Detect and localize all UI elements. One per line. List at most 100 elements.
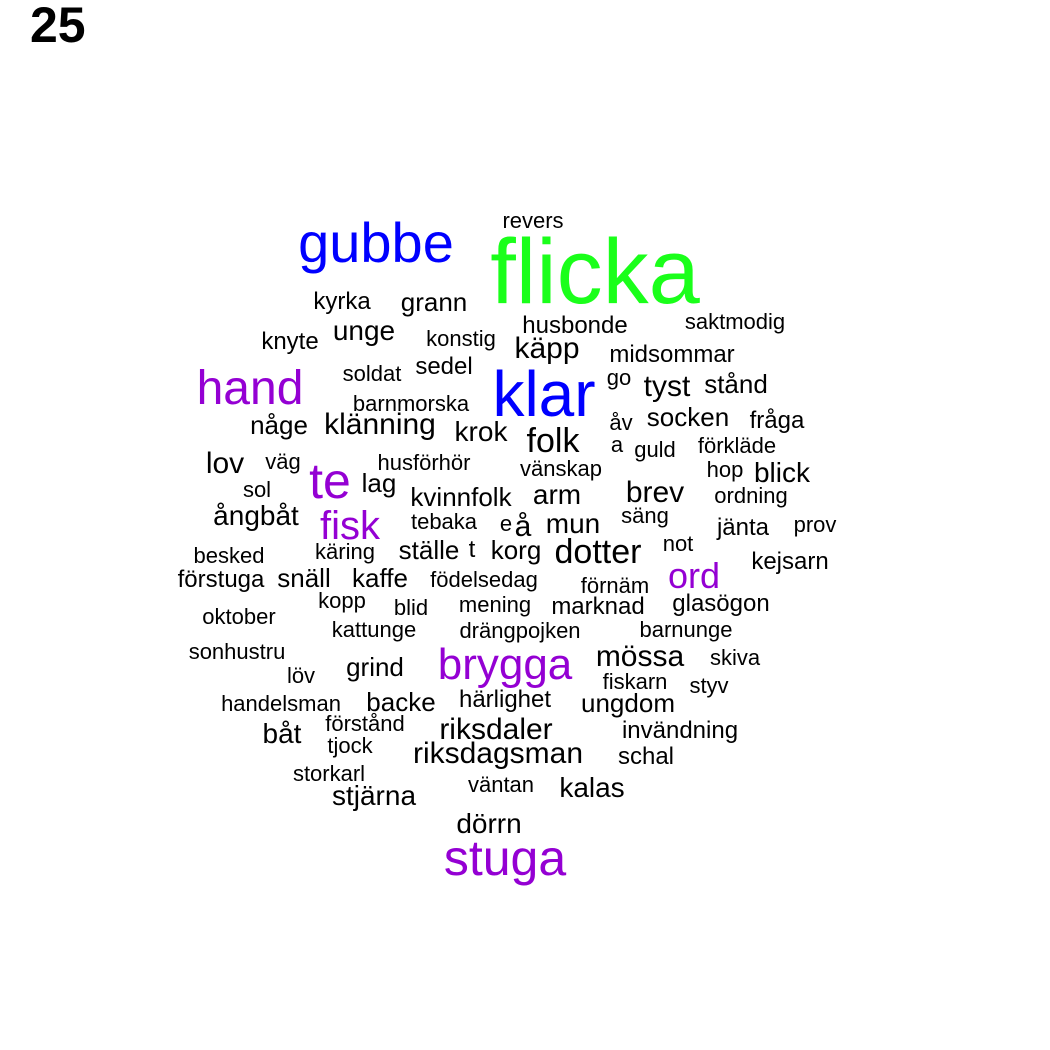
cloud-word: ordning [714,483,787,508]
cloud-word: vänskap [520,456,602,481]
cloud-word: förkläde [698,433,776,458]
cloud-word: drängpojken [459,618,580,643]
cloud-word: krok [455,416,509,447]
cloud-word: backe [366,687,435,717]
cloud-word: tebaka [411,509,478,534]
cloud-word: te [309,453,351,509]
cloud-word: besked [194,543,265,568]
cloud-word: förstuga [178,566,265,593]
cloud-word: mössa [596,640,685,673]
cloud-word: storkarl [293,761,365,786]
cloud-word: dörrn [456,808,521,839]
cloud-word: barnunge [640,617,733,642]
cloud-word: klänning [324,408,436,441]
cloud-word: fiskarn [603,669,668,694]
page-number: 25 [30,0,86,53]
cloud-word: arm [533,479,581,510]
cloud-word: väg [265,449,300,474]
cloud-word: grind [346,652,404,682]
cloud-word: blick [754,457,811,488]
cloud-word: dotter [555,533,642,571]
cloud-word: fisk [320,504,381,548]
cloud-word: flicka [490,221,700,323]
cloud-word: glasögon [672,590,769,617]
cloud-word: sol [243,477,271,502]
cloud-word: snäll [277,563,330,593]
cloud-word: korg [491,535,542,565]
cloud-word: go [607,365,631,390]
cloud-word: marknad [551,593,644,620]
cloud-word: mun [546,508,600,539]
cloud-word: jänta [716,514,770,541]
cloud-word: unge [333,315,395,346]
cloud-word: e [500,511,512,536]
cloud-word: lov [206,447,244,480]
cloud-word: kattunge [332,617,416,642]
cloud-word: brev [626,476,684,509]
cloud-word: ungdom [581,688,675,718]
cloud-word: soldat [343,361,402,386]
cloud-word: lag [362,468,397,498]
cloud-word: å [515,510,532,543]
cloud-word: guld [634,437,676,462]
cloud-word: stuga [444,830,567,886]
cloud-word: a [611,432,624,457]
cloud-word: tjock [327,733,373,758]
cloud-word: sonhustru [189,639,286,664]
cloud-word: ställe [399,535,460,565]
cloud-word: tyst [644,370,691,403]
cloud-word: säng [621,503,669,528]
cloud-word: riksdaler [439,713,552,746]
cloud-word: någe [250,410,308,440]
cloud-word: stånd [704,369,768,399]
cloud-word: styv [689,673,728,698]
cloud-word: stjärna [332,780,416,811]
cloud-word: husförhör [378,450,471,475]
cloud-word: väntan [468,772,534,797]
cloud-word: fråga [750,407,805,434]
cloud-word: kaffe [352,563,408,593]
cloud-word: kejsarn [751,548,828,575]
cloud-word: revers [502,208,563,233]
cloud-word: folk [527,422,581,460]
cloud-word: löv [287,663,315,688]
cloud-word: grann [401,287,468,317]
cloud-word: oktober [202,604,275,629]
cloud-word: brygga [438,640,573,689]
cloud-word: födelsedag [430,567,538,592]
cloud-word: kopp [318,588,366,613]
cloud-word: sedel [415,353,472,380]
cloud-word: förstånd [325,711,405,736]
cloud-word: not [663,531,694,556]
cloud-word: konstig [426,326,496,351]
cloud-word: gubbe [298,211,454,274]
cloud-word: saktmodig [685,309,785,334]
cloud-word: förnäm [581,573,649,598]
cloud-word: ord [668,555,720,596]
cloud-word: invändning [622,717,738,744]
cloud-word: socken [647,402,729,432]
cloud-word: kvinnfolk [410,482,512,512]
cloud-word: knyte [261,328,318,355]
cloud-word: klar [492,358,595,430]
cloud-word: midsommar [609,341,734,368]
cloud-word: hop [707,457,744,482]
cloud-word: käpp [514,332,579,365]
cloud-word: schal [618,743,674,770]
cloud-word: handelsman [221,691,341,716]
cloud-word: båt [263,718,302,749]
cloud-word: husbonde [522,312,627,339]
cloud-word: käring [315,539,375,564]
cloud-word: åv [609,410,632,435]
cloud-word: kalas [559,772,624,803]
cloud-word: blid [394,595,428,620]
cloud-word: skiva [710,645,761,670]
cloud-word: hand [197,362,304,415]
cloud-word: kyrka [313,288,371,315]
cloud-word: prov [794,512,837,537]
cloud-word: barnmorska [353,391,470,416]
cloud-word: mening [459,592,531,617]
cloud-word: riksdagsman [413,737,583,770]
